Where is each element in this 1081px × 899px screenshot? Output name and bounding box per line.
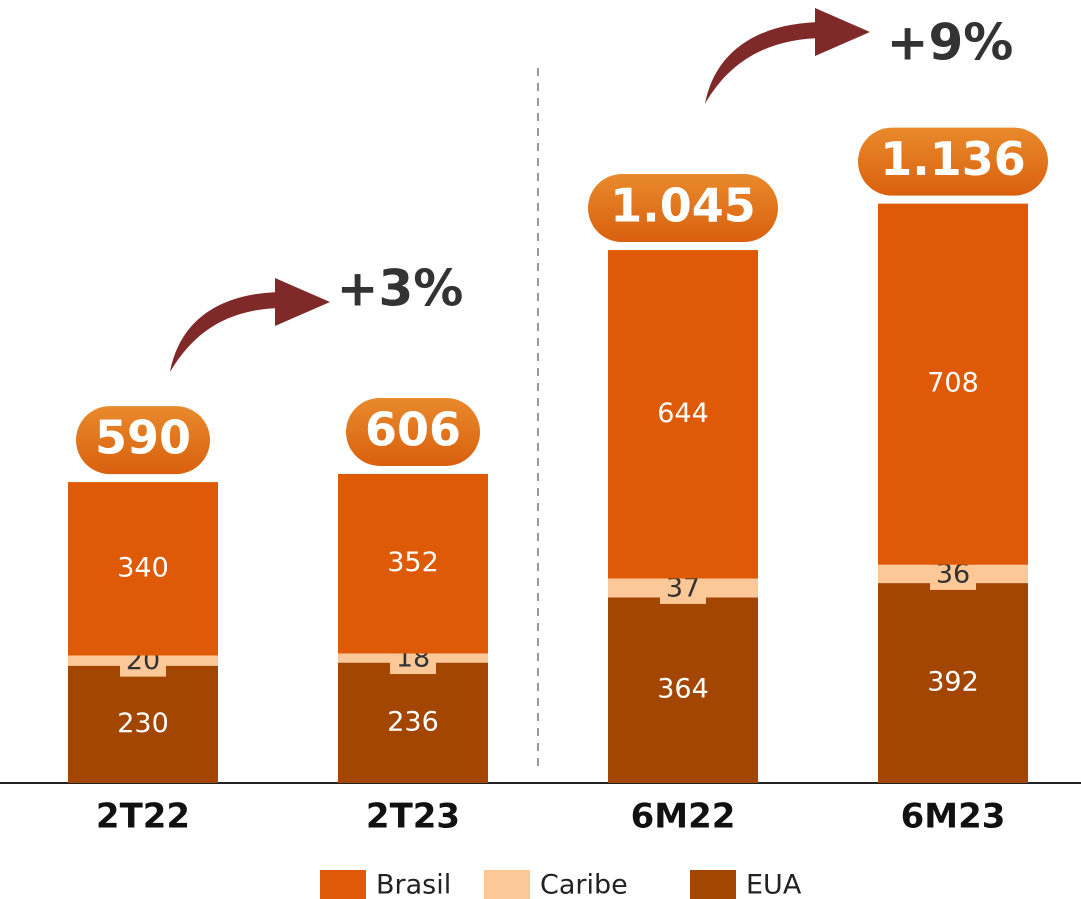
x-tick-label: 6M23 — [901, 797, 1006, 837]
data-label: 236 — [387, 706, 439, 737]
total-pill — [858, 127, 1048, 196]
data-label: 644 — [657, 398, 709, 429]
bar-segment — [338, 473, 488, 654]
legend-label: Brasil — [376, 870, 451, 899]
x-tick-label: 6M22 — [631, 797, 736, 837]
growth-arrow — [170, 8, 870, 372]
x-tick-label: 2T23 — [366, 797, 460, 837]
data-label: 340 — [117, 552, 169, 583]
growth-label: +3% — [337, 260, 464, 318]
total-pill — [588, 174, 778, 243]
legend-swatch — [320, 870, 366, 899]
legend-swatch — [690, 870, 736, 899]
bar-segment — [68, 665, 218, 783]
x-tick-label: 2T22 — [96, 797, 190, 837]
data-label: 392 — [927, 667, 979, 698]
bar-segment — [338, 662, 488, 783]
total-pill — [346, 397, 480, 466]
bar-segment — [608, 597, 758, 783]
total-pill — [76, 406, 210, 475]
data-label: 364 — [657, 674, 709, 705]
bar-segment — [68, 482, 218, 656]
total-label: 606 — [365, 402, 461, 456]
total-label: 590 — [95, 411, 191, 465]
bar-segment — [878, 583, 1028, 783]
bar-segment — [608, 250, 758, 579]
data-label: 230 — [117, 708, 169, 739]
growth-label: +9% — [887, 14, 1014, 72]
data-label: 708 — [927, 368, 979, 399]
legend-label: Caribe — [540, 870, 628, 899]
data-label: 352 — [387, 547, 439, 578]
total-label: 1.136 — [880, 132, 1026, 186]
total-label: 1.045 — [610, 179, 756, 233]
bar-segment — [878, 203, 1028, 565]
legend-label: EUA — [746, 870, 802, 899]
legend-swatch — [484, 870, 530, 899]
